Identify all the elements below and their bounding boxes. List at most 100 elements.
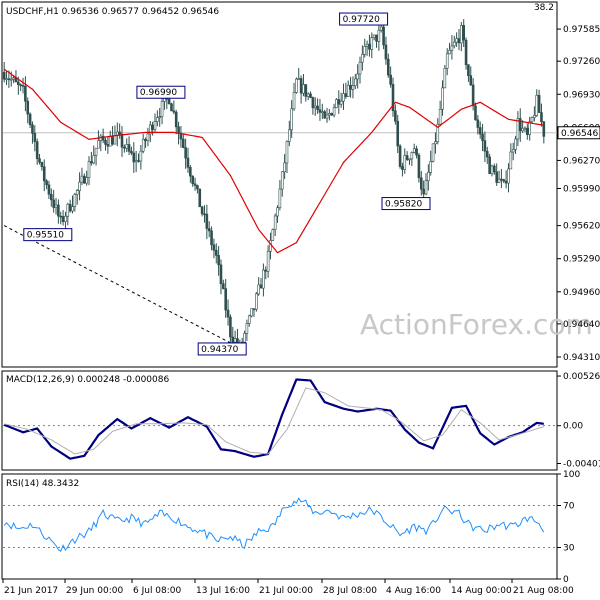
candle-body xyxy=(113,135,117,145)
time-tick-label: 6 Jul 08:00 xyxy=(133,586,182,596)
candle-body xyxy=(438,109,442,125)
candle-body xyxy=(507,168,510,184)
candle-body xyxy=(68,203,72,212)
annotation-label: 0.95820 xyxy=(385,200,422,210)
candle-body xyxy=(87,161,91,178)
candle-body xyxy=(217,255,220,266)
candle-body xyxy=(146,133,150,141)
price-tick-label: 0.96930 xyxy=(563,90,600,100)
candle-body xyxy=(526,127,529,135)
candle-body xyxy=(104,139,107,145)
candle-body xyxy=(97,140,100,149)
time-tick-label: 14 Aug 00:00 xyxy=(451,586,512,596)
candle-body xyxy=(193,183,197,186)
candle-body xyxy=(35,141,39,159)
candle-body xyxy=(19,84,22,86)
rsi-tick-label: 70 xyxy=(563,502,575,512)
rsi-tick-label: 0 xyxy=(563,575,569,585)
candle-body xyxy=(196,185,199,190)
candle-body xyxy=(264,269,268,272)
candle-body xyxy=(323,111,326,119)
time-tick-label: 21 Jul 00:00 xyxy=(259,586,313,596)
candle-body xyxy=(431,143,435,162)
candle-body xyxy=(280,171,284,190)
time-tick-label: 29 Jun 00:00 xyxy=(66,586,123,596)
candle-body xyxy=(441,87,444,110)
candle-body xyxy=(85,177,88,184)
annotation-label: 0.95510 xyxy=(27,231,64,241)
candle-body xyxy=(247,315,251,324)
candle-body xyxy=(386,58,390,76)
candle-body xyxy=(403,155,407,170)
candle-body xyxy=(351,85,355,90)
candle-body xyxy=(189,167,192,177)
annotation-box xyxy=(339,12,389,26)
candle-body xyxy=(504,180,508,184)
candle-body xyxy=(295,78,298,93)
candle-body xyxy=(396,120,400,147)
candle-body xyxy=(125,144,129,149)
candle-body xyxy=(495,171,498,183)
candle-body xyxy=(361,54,364,63)
candle-body xyxy=(167,98,171,105)
candle-body xyxy=(436,123,440,143)
candle-body xyxy=(132,152,136,163)
candle-body xyxy=(54,204,58,208)
candle-body xyxy=(233,338,237,343)
candle-body xyxy=(24,86,27,102)
candle-body xyxy=(210,230,213,246)
macd-layer: 0.005266 0.00 -0.004011 xyxy=(3,372,600,470)
trendline xyxy=(3,225,243,350)
candle-body xyxy=(288,129,291,142)
candle-body xyxy=(203,213,206,216)
candle-body xyxy=(478,127,482,135)
candle-body xyxy=(214,249,218,256)
candle-body xyxy=(26,100,30,115)
price-tick-label: 0.94310 xyxy=(563,353,600,363)
candle-body xyxy=(346,84,350,97)
candle-body xyxy=(71,206,74,212)
annotation-box xyxy=(381,197,431,211)
candle-body xyxy=(429,161,433,173)
candle-body xyxy=(290,108,293,131)
candle-body xyxy=(9,78,13,81)
candle-body xyxy=(212,244,216,251)
candle-body xyxy=(483,140,487,152)
candle-body xyxy=(273,215,277,230)
candle-body xyxy=(321,111,324,113)
candle-body xyxy=(276,207,279,217)
candle-body xyxy=(540,112,543,123)
candle-body xyxy=(297,78,301,80)
candle-body xyxy=(285,141,289,164)
candle-body xyxy=(514,138,517,150)
candle-body xyxy=(255,293,258,310)
candle-body xyxy=(523,127,527,130)
candle-body xyxy=(141,138,145,152)
candle-body xyxy=(73,194,77,207)
price-tick-label: 0.96270 xyxy=(563,156,600,166)
time-tick-label: 21 Aug 08:00 xyxy=(513,586,574,596)
candle-body xyxy=(75,190,79,195)
candle-body xyxy=(12,77,15,80)
candle-body xyxy=(370,37,374,50)
candle-body xyxy=(28,113,32,125)
candle-body xyxy=(137,160,140,162)
candle-body xyxy=(252,308,256,310)
candle-body xyxy=(530,117,534,123)
candle-body xyxy=(205,213,209,229)
candle-body xyxy=(269,240,272,252)
candle-body xyxy=(481,133,484,141)
candle-body xyxy=(266,251,270,272)
candle-body xyxy=(511,149,515,153)
candle-body xyxy=(339,100,343,105)
candle-body xyxy=(283,162,286,173)
candle-body xyxy=(224,288,227,311)
candle-body xyxy=(2,71,6,80)
candle-body xyxy=(398,145,402,167)
candle-body xyxy=(377,29,381,42)
candle-body xyxy=(332,107,336,116)
candle-body xyxy=(59,215,63,218)
rsi-layer: 100 70 30 0 xyxy=(3,470,580,585)
candle-body xyxy=(90,161,93,164)
candle-body xyxy=(306,93,310,97)
